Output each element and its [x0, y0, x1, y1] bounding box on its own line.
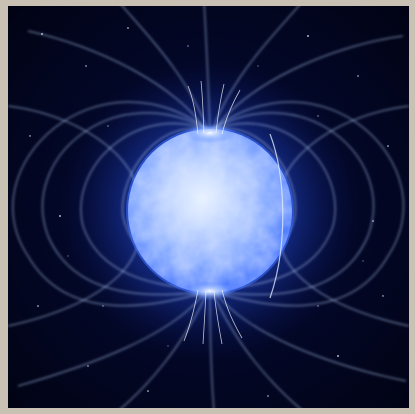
magnetar-illustration [8, 6, 409, 408]
background-stars [29, 27, 389, 397]
polar-streaks [183, 80, 243, 345]
north-pole-glow [184, 123, 236, 143]
space-artwork [8, 6, 409, 408]
foreground-field-line [269, 133, 284, 299]
south-pole-glow [184, 281, 236, 301]
star-surface-texture [128, 129, 292, 293]
magnetic-field-lines [8, 6, 409, 408]
